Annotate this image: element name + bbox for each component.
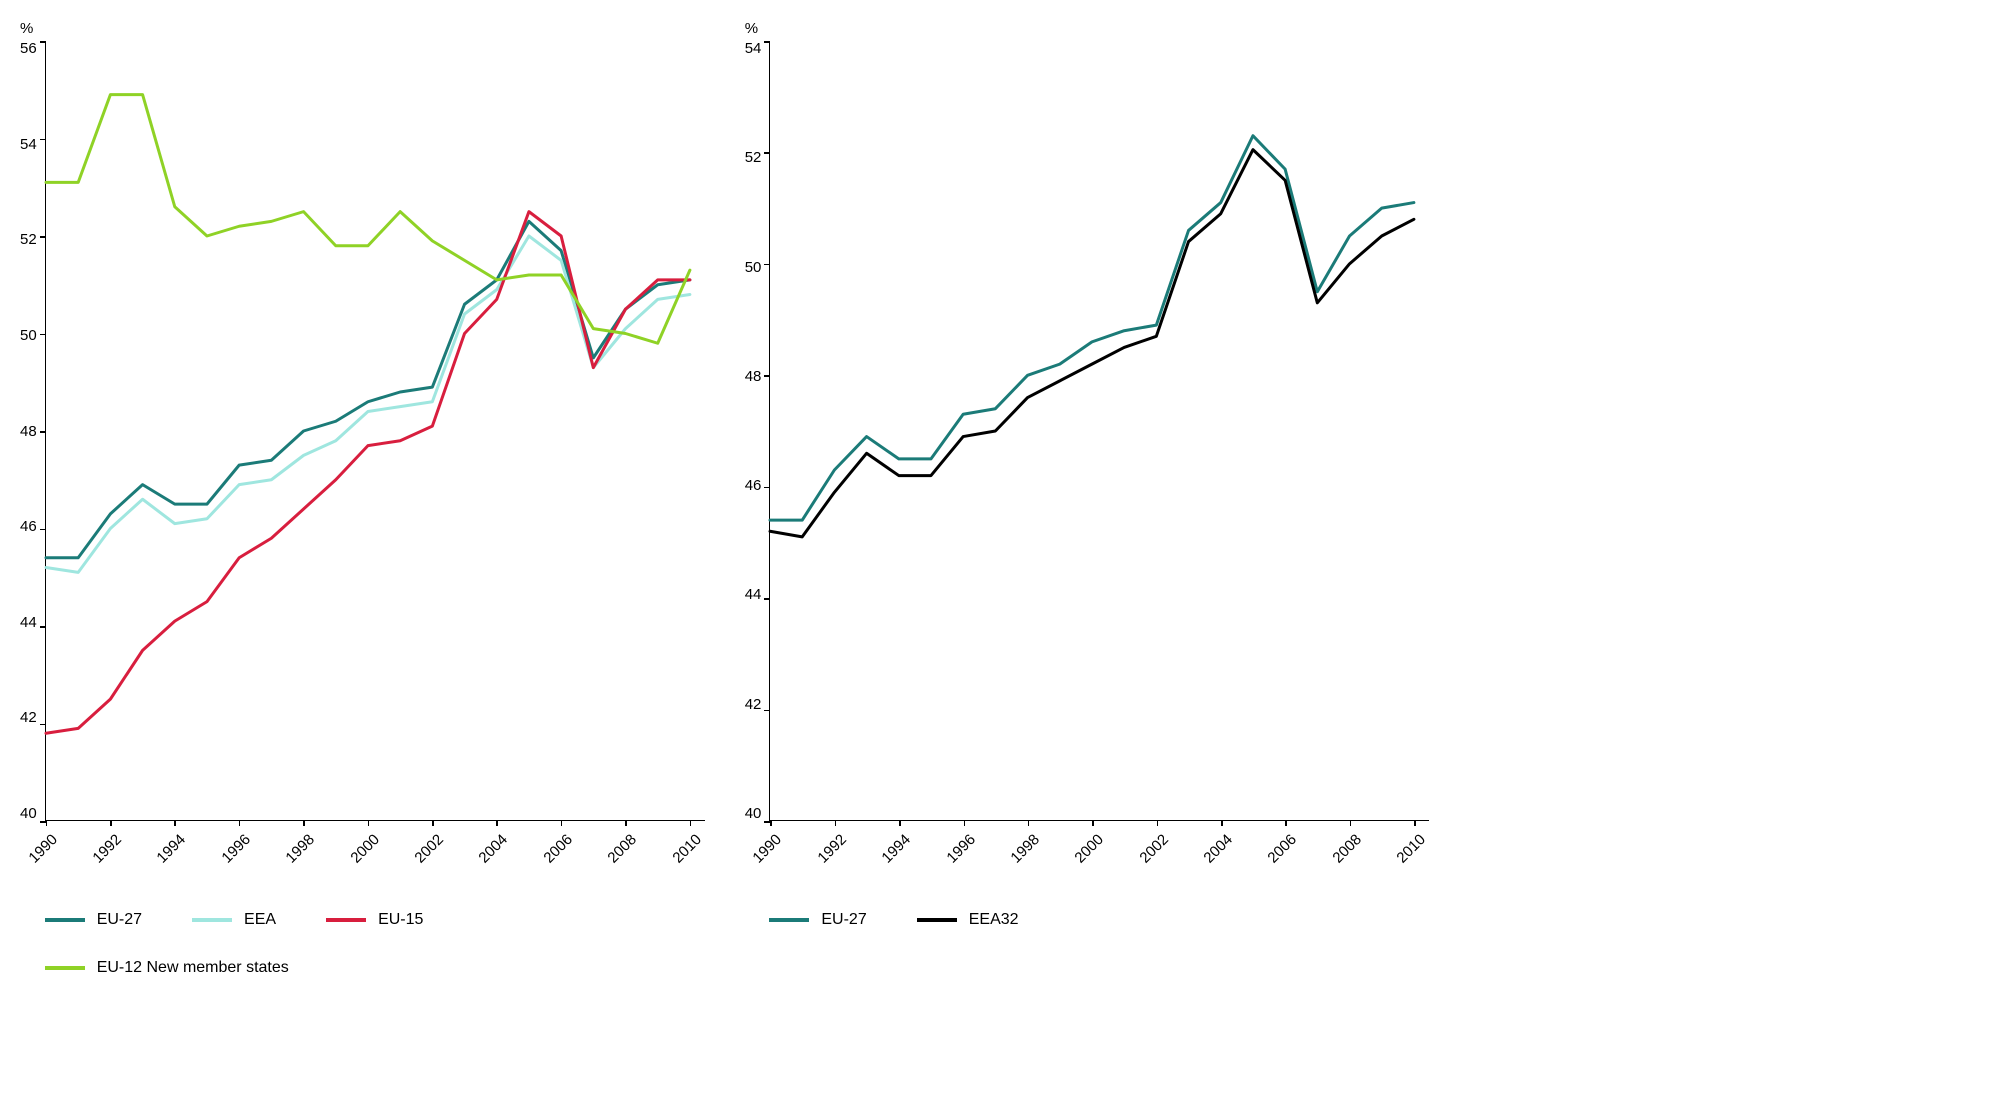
legend-swatch bbox=[45, 966, 85, 970]
legend-item: EU-12 New member states bbox=[45, 959, 289, 977]
y-tick-label: 42 bbox=[745, 697, 762, 712]
x-tick-label: 2000 bbox=[1072, 831, 1108, 867]
x-tick-label: 1998 bbox=[283, 831, 319, 867]
y-tick-label: 54 bbox=[20, 137, 37, 152]
series-line bbox=[46, 221, 690, 557]
x-tick-label: 2002 bbox=[1136, 831, 1172, 867]
series-line bbox=[46, 95, 690, 344]
line-svg bbox=[46, 41, 706, 821]
plot-wrap: 54 52 50 48 46 44 42 40 bbox=[745, 41, 1430, 821]
y-tick-label: 46 bbox=[20, 519, 37, 534]
y-axis: 54 52 50 48 46 44 42 40 bbox=[745, 41, 770, 821]
x-tick-label: 2004 bbox=[476, 831, 512, 867]
x-tick-label: 2010 bbox=[669, 831, 705, 867]
x-tick-label: 1998 bbox=[1007, 831, 1043, 867]
legend-label: EU-27 bbox=[97, 911, 142, 929]
x-tick-label: 2008 bbox=[1329, 831, 1365, 867]
x-tick-label: 2000 bbox=[347, 831, 383, 867]
legend-label: EU-12 New member states bbox=[97, 959, 289, 977]
line-svg bbox=[770, 41, 1430, 821]
y-tick-label: 46 bbox=[745, 478, 762, 493]
y-unit-label: % bbox=[20, 20, 705, 37]
x-tick-label: 1990 bbox=[750, 831, 786, 867]
plot-area bbox=[45, 41, 705, 821]
legend-item: EU-27 bbox=[769, 911, 866, 929]
x-tick-label: 1994 bbox=[879, 831, 915, 867]
legend: EU-27 EEA EU-15 EU-12 New member states bbox=[45, 911, 705, 977]
y-tick-label: 40 bbox=[745, 806, 762, 821]
y-tick-label: 48 bbox=[745, 369, 762, 384]
y-tick-label: 52 bbox=[745, 150, 762, 165]
legend-item: EU-27 bbox=[45, 911, 142, 929]
x-tick-label: 2004 bbox=[1200, 831, 1236, 867]
x-tick-label: 2002 bbox=[411, 831, 447, 867]
x-tick-label: 2008 bbox=[605, 831, 641, 867]
chart-left: % 565452504846444240 565452504846444240 … bbox=[20, 20, 705, 977]
y-tick-label: 40 bbox=[20, 806, 37, 821]
series-line bbox=[46, 236, 690, 572]
x-tick-label: 1992 bbox=[814, 831, 850, 867]
plot-area bbox=[769, 41, 1429, 821]
y-tick-label: 50 bbox=[745, 260, 762, 275]
legend-swatch bbox=[917, 918, 957, 922]
y-tick-label: 42 bbox=[20, 710, 37, 725]
x-tick-label: 1992 bbox=[89, 831, 125, 867]
legend-label: EU-15 bbox=[378, 911, 423, 929]
legend-label: EEA32 bbox=[969, 911, 1019, 929]
legend-item: EU-15 bbox=[326, 911, 423, 929]
plot-wrap: 56 54 52 50 48 46 44 42 40 bbox=[20, 41, 705, 821]
legend: EU-27 EEA32 bbox=[769, 911, 1018, 929]
y-unit-label: % bbox=[745, 20, 1430, 37]
x-axis: 1990199219941996199820002002200420062008… bbox=[769, 821, 1429, 901]
chart-right: % 54 52 50 48 46 44 42 40 54 52 50 48 46 44 42 40 1990… bbox=[745, 20, 1430, 977]
x-tick-label: 2006 bbox=[1265, 831, 1301, 867]
series-line bbox=[46, 212, 690, 734]
legend-item: EEA bbox=[192, 911, 276, 929]
y-tick-label: 44 bbox=[745, 587, 762, 602]
y-tick-label: 52 bbox=[20, 232, 37, 247]
y-tick-label: 50 bbox=[20, 328, 37, 343]
series-line bbox=[770, 136, 1414, 520]
legend-swatch bbox=[326, 918, 366, 922]
legend-swatch bbox=[769, 918, 809, 922]
y-tick-label: 54 bbox=[745, 41, 762, 56]
x-axis: 1990199219941996199820002002200420062008… bbox=[45, 821, 705, 901]
legend-item: EEA32 bbox=[917, 911, 1019, 929]
x-tick-label: 1994 bbox=[154, 831, 190, 867]
legend-swatch bbox=[45, 918, 85, 922]
y-tick-label: 48 bbox=[20, 424, 37, 439]
x-tick-label: 2006 bbox=[540, 831, 576, 867]
x-tick-label: 1990 bbox=[25, 831, 61, 867]
x-tick-label: 1996 bbox=[943, 831, 979, 867]
y-tick-label: 56 bbox=[20, 41, 37, 56]
y-tick-label: 44 bbox=[20, 615, 37, 630]
x-tick-label: 1996 bbox=[218, 831, 254, 867]
legend-label: EEA bbox=[244, 911, 276, 929]
legend-swatch bbox=[192, 918, 232, 922]
legend-label: EU-27 bbox=[821, 911, 866, 929]
x-tick-label: 2010 bbox=[1394, 831, 1430, 867]
